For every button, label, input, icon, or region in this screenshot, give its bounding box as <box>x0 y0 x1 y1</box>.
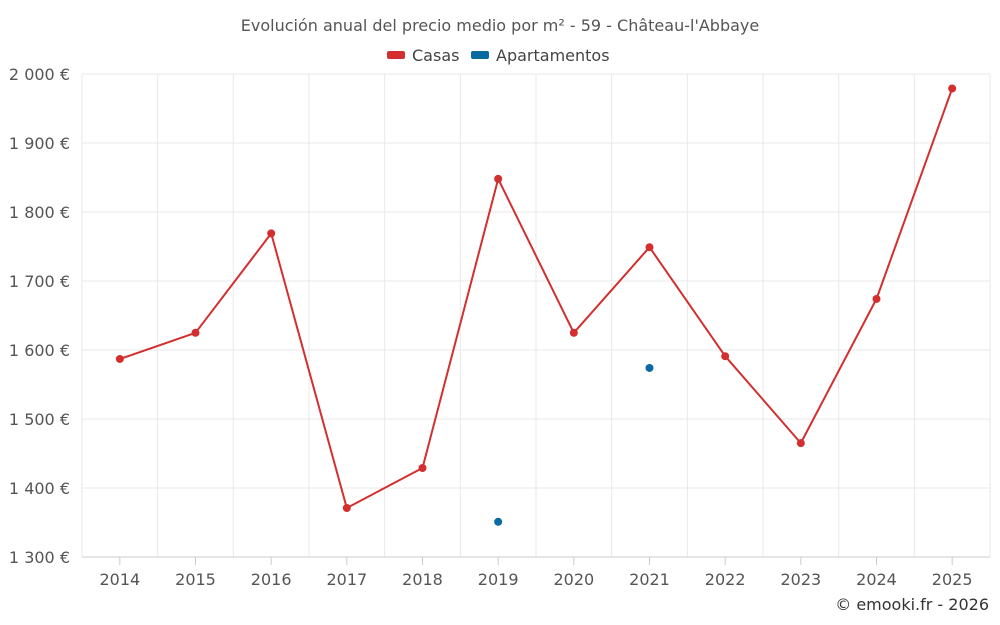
legend-label-apartamentos: Apartamentos <box>496 46 610 65</box>
data-point-casas-2022 <box>721 352 730 361</box>
x-tick-label-2016: 2016 <box>251 570 292 589</box>
y-tick-label-1300: 1 300 € <box>9 548 70 567</box>
y-tick-label-1800: 1 800 € <box>9 203 70 222</box>
data-point-casas-2020 <box>569 328 578 337</box>
x-tick-label-2022: 2022 <box>705 570 746 589</box>
x-tick-label-2014: 2014 <box>99 570 140 589</box>
data-point-casas-2025 <box>948 84 957 93</box>
data-point-casas-2024 <box>872 294 881 303</box>
x-tick-label-2018: 2018 <box>402 570 443 589</box>
x-tick-label-2020: 2020 <box>553 570 594 589</box>
data-point-casas-2014 <box>115 354 124 363</box>
chart-title: Evolución anual del precio medio por m² … <box>241 16 759 35</box>
data-point-casas-2015 <box>191 328 200 337</box>
series <box>115 84 957 526</box>
data-point-casas-2017 <box>342 504 351 513</box>
y-tick-label-1600: 1 600 € <box>9 341 70 360</box>
axes: 1 300 € 1 400 € 1 500 € 1 600 € 1 700 € 1 800… <box>9 65 990 589</box>
data-point-casas-2023 <box>796 439 805 448</box>
data-point-casas-2021 <box>645 243 654 252</box>
legend-swatch-apartamentos <box>471 51 489 59</box>
y-tick-label-1500: 1 500 € <box>9 410 70 429</box>
y-tick-label-1900: 1 900 € <box>9 134 70 153</box>
legend: Casas Apartamentos <box>387 46 610 65</box>
x-tick-label-2021: 2021 <box>629 570 670 589</box>
x-tick-label-2025: 2025 <box>932 570 973 589</box>
data-point-casas-2018 <box>418 463 427 472</box>
legend-swatch-casas <box>387 51 405 59</box>
x-tick-label-2017: 2017 <box>326 570 367 589</box>
credit-text: © emooki.fr - 2026 <box>835 595 989 614</box>
x-tick-label-2023: 2023 <box>780 570 821 589</box>
legend-label-casas: Casas <box>412 46 459 65</box>
x-tick-label-2019: 2019 <box>478 570 519 589</box>
data-point-apartamentos-2021 <box>645 363 654 372</box>
y-tick-label-2000: 2 000 € <box>9 65 70 84</box>
data-point-casas-2019 <box>494 174 503 183</box>
y-tick-label-1400: 1 400 € <box>9 479 70 498</box>
data-point-apartamentos-2019 <box>494 517 503 526</box>
series-line-casas <box>119 88 954 509</box>
x-tick-label-2024: 2024 <box>856 570 897 589</box>
legend-item-apartamentos[interactable]: Apartamentos <box>471 46 610 65</box>
x-tick-label-2015: 2015 <box>175 570 216 589</box>
legend-item-casas[interactable]: Casas <box>387 46 459 65</box>
grid <box>81 73 991 558</box>
y-tick-label-1700: 1 700 € <box>9 272 70 291</box>
data-point-casas-2016 <box>267 229 276 238</box>
